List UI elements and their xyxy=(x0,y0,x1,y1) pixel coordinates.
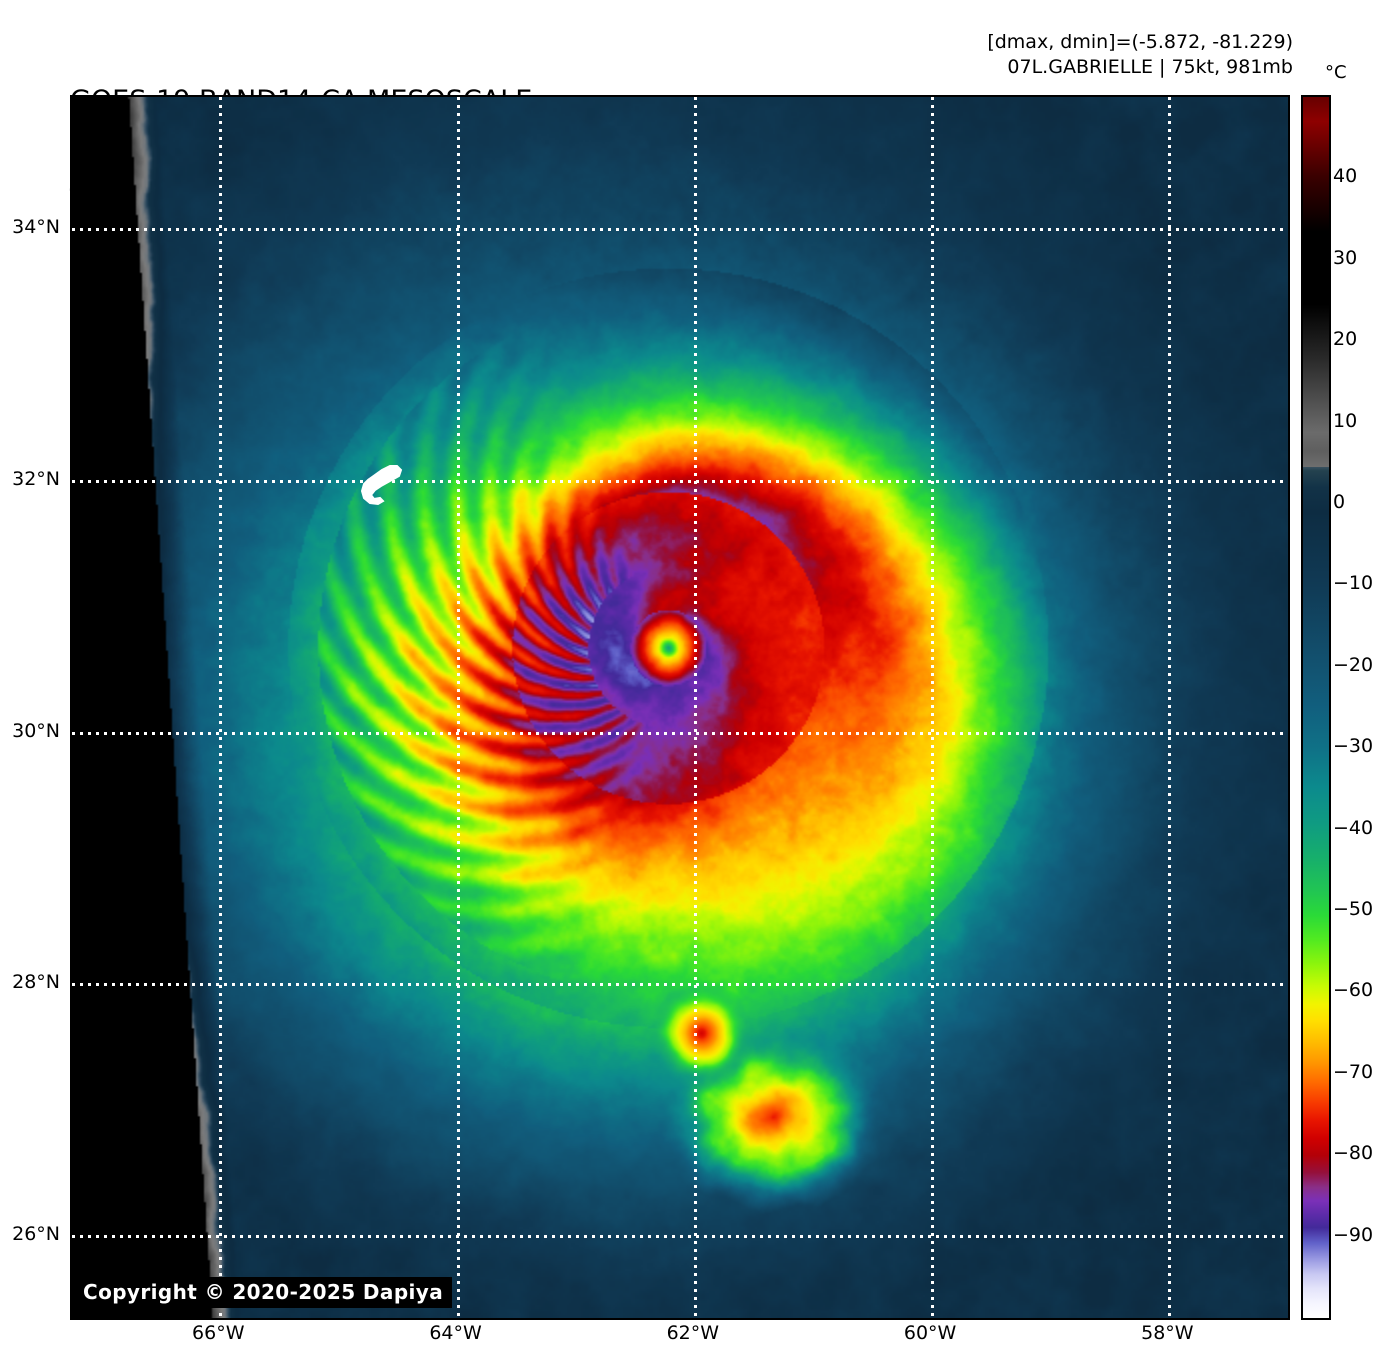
colorbar-tick-label: −40 xyxy=(1333,816,1374,839)
longitude-tick-label: 64°W xyxy=(429,1322,482,1344)
latitude-tick-label: 30°N xyxy=(12,719,60,742)
colorbar-tick-label: 40 xyxy=(1333,165,1358,188)
longitude-tick-label: 58°W xyxy=(1141,1322,1194,1344)
colorbar-tick-label: 0 xyxy=(1333,491,1346,513)
latitude-tick-label: 26°N xyxy=(12,1223,60,1246)
colorbar-tick-label: −50 xyxy=(1333,898,1374,920)
longitude-tick-label: 62°W xyxy=(666,1322,720,1344)
colorbar-tick-label: 10 xyxy=(1333,409,1358,432)
temperature-colorbar[interactable] xyxy=(1301,95,1331,1320)
dmax-dmin-readout: [dmax, dmin]=(-5.872, -81.229) xyxy=(987,31,1293,53)
latitude-tick-label: 28°N xyxy=(12,971,60,994)
latitude-tick-label: 32°N xyxy=(12,467,60,490)
satellite-imagery-canvas xyxy=(72,97,1288,1318)
colorbar-tick-label: −80 xyxy=(1333,1142,1374,1165)
colorbar-tick-label: 20 xyxy=(1333,328,1358,351)
colorbar-tick-label: −70 xyxy=(1333,1060,1374,1083)
storm-info-readout: 07L.GABRIELLE | 75kt, 981mb xyxy=(1007,56,1293,78)
satellite-image-plot[interactable] xyxy=(70,95,1290,1320)
longitude-tick-label: 66°W xyxy=(192,1322,245,1344)
copyright-banner: Copyright © 2020-2025 Dapiya xyxy=(74,1277,453,1308)
colorbar-tick-label: −60 xyxy=(1333,979,1374,1002)
metadata-block: [dmax, dmin]=(-5.872, -81.229) 07L.GABRI… xyxy=(987,30,1293,80)
colorbar-tick-label: −90 xyxy=(1333,1223,1374,1246)
colorbar-tick-label: −10 xyxy=(1333,572,1374,595)
colorbar-tick-label: −20 xyxy=(1333,653,1374,676)
colorbar-tick-label: 30 xyxy=(1333,246,1358,269)
longitude-tick-label: 60°W xyxy=(903,1322,957,1344)
colorbar-unit-label: °C xyxy=(1325,62,1347,83)
colorbar-tick-label: −30 xyxy=(1333,735,1374,758)
latitude-tick-label: 34°N xyxy=(12,216,60,239)
